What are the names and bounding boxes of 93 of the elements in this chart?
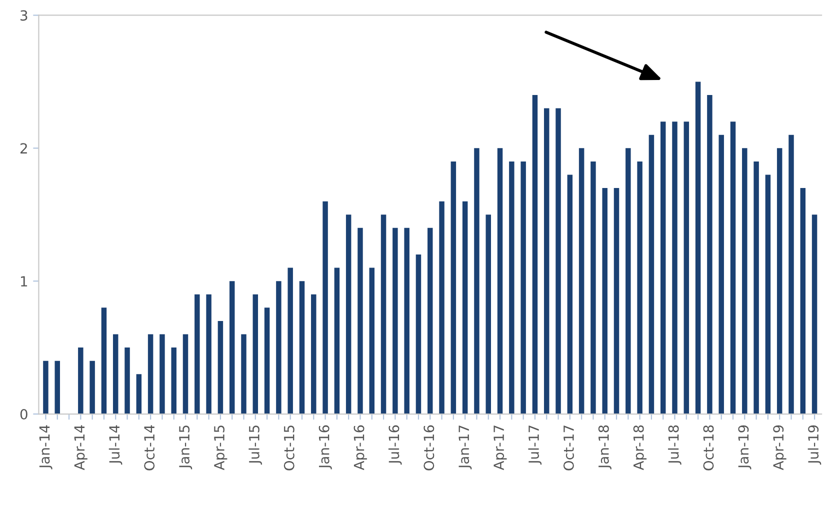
bar: [637, 161, 642, 414]
bar: [742, 148, 748, 414]
x-tick-label: Jul-15: [248, 426, 262, 465]
bar: [171, 348, 176, 414]
x-tick-label: Apr-19: [773, 425, 786, 470]
bar: [602, 188, 608, 414]
bar: [684, 122, 690, 414]
y-tick-label: 1: [21, 276, 28, 286]
bar: [90, 360, 95, 414]
bar: [695, 82, 701, 414]
bar: [160, 334, 165, 414]
bar: [369, 268, 375, 414]
bar: [462, 201, 468, 414]
bar: [450, 161, 456, 414]
y-tick-label: 2: [20, 143, 27, 154]
bar: [486, 214, 491, 414]
bar: [754, 161, 759, 414]
bar: [626, 148, 631, 414]
x-tick-label: Jan-16: [318, 425, 332, 470]
bar: [520, 161, 526, 414]
x-tick-label: Jan-14: [39, 425, 52, 470]
bar: [707, 94, 712, 414]
bar: [124, 348, 130, 414]
bar: [229, 281, 235, 414]
bar: [788, 134, 794, 414]
bar: [136, 374, 142, 414]
x-tick-label: Jul-16: [388, 425, 402, 465]
bar: [112, 334, 118, 414]
x-tick-label: Oct-17: [563, 426, 574, 470]
bar: [264, 308, 270, 414]
bar: [474, 148, 480, 414]
bar: [241, 334, 246, 414]
bar: [544, 108, 550, 414]
x-tick-label: Oct-14: [144, 425, 155, 470]
bar: [194, 294, 200, 414]
x-tick-label: Apr-17: [494, 426, 507, 470]
bar: [43, 360, 48, 414]
bar: [148, 334, 154, 414]
bar: [672, 122, 678, 414]
bar: [416, 254, 422, 414]
x-tick-label: Oct-15: [284, 426, 294, 470]
x-tick-label: Apr-14: [74, 425, 88, 470]
bar: [322, 201, 328, 414]
bar: [556, 108, 561, 414]
y-tick-label: 0: [20, 408, 28, 420]
x-tick-label: Apr-15: [214, 426, 228, 470]
bar: [101, 308, 107, 414]
bar: [648, 134, 654, 414]
bar: [578, 148, 584, 414]
bar: [765, 174, 771, 414]
bar: [800, 188, 806, 414]
bar: [346, 214, 352, 414]
bar: [54, 360, 60, 414]
bar: [532, 94, 538, 414]
bar: [276, 281, 282, 414]
x-tick-label: Jul-14: [108, 425, 122, 465]
x-tick-label: Jul-19: [808, 425, 822, 465]
bar: [78, 348, 84, 414]
bar: [311, 294, 316, 414]
bar: [218, 320, 224, 414]
x-tick-label: Jan-17: [458, 426, 472, 470]
x-tick-label: Jan-19: [738, 425, 752, 470]
x-tick-label: Oct-18: [703, 425, 714, 470]
bar: [730, 122, 736, 414]
bar: [392, 228, 398, 414]
bar: [509, 161, 514, 414]
bar: [206, 294, 212, 414]
x-tick-label: Oct-16: [424, 425, 434, 470]
bar: [776, 148, 782, 414]
bar: [358, 228, 363, 414]
x-tick-label: Apr-18: [633, 425, 647, 470]
bar: [380, 214, 386, 414]
x-tick-label: Jan-15: [179, 426, 192, 470]
bar: [660, 122, 666, 414]
x-tick-label: Jul-18: [668, 425, 682, 465]
bar: [404, 228, 410, 414]
bar: [288, 268, 293, 414]
x-tick-label: Jul-17: [528, 426, 542, 465]
bar: [182, 334, 188, 414]
bar: [252, 294, 258, 414]
x-tick-label: Jan-18: [598, 425, 612, 470]
bar: [334, 268, 340, 414]
bar: [299, 281, 305, 414]
bar: [718, 134, 724, 414]
bar: [439, 201, 444, 414]
bar: [614, 188, 620, 414]
bar: [812, 214, 818, 414]
bar: [497, 148, 503, 414]
bar: [590, 161, 596, 414]
x-tick-label: Apr-16: [354, 425, 367, 470]
y-tick-label: 3: [20, 10, 28, 21]
bar: [428, 228, 433, 414]
bar: [567, 174, 573, 414]
